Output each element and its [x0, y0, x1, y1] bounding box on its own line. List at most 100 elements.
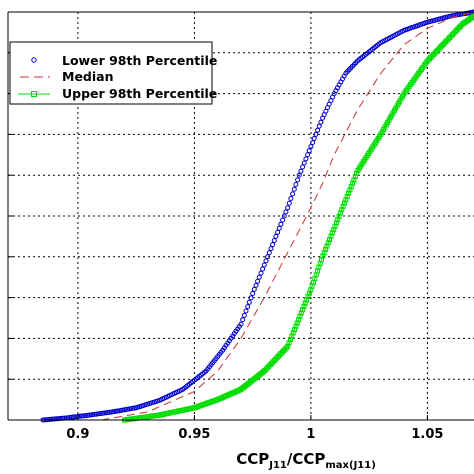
point-2-245 — [452, 29, 458, 35]
point-2-118 — [281, 348, 287, 354]
point-2-152 — [327, 237, 333, 242]
x-tick-label-2: 1 — [306, 427, 315, 442]
point-0-158 — [303, 156, 309, 162]
point-2-167 — [347, 187, 353, 193]
point-2-106 — [265, 365, 270, 371]
point-2-248 — [456, 25, 462, 31]
point-2-234 — [437, 44, 443, 50]
point-0-154 — [296, 172, 302, 178]
point-2-147 — [320, 253, 326, 259]
point-2-125 — [290, 330, 296, 336]
point-2-172 — [354, 170, 360, 176]
point-0-124 — [246, 299, 252, 305]
point-2-134 — [302, 300, 308, 306]
point-0-6 — [50, 416, 56, 422]
point-0-147 — [285, 205, 291, 211]
point-2-122 — [286, 340, 292, 346]
point-2-156 — [332, 223, 338, 229]
point-2-165 — [344, 194, 350, 199]
point-0-137 — [268, 246, 274, 252]
point-0-145 — [281, 213, 287, 219]
axes — [7, 11, 474, 421]
x-tick-label-1: 0.95 — [178, 427, 210, 442]
point-0-148 — [286, 200, 292, 206]
point-2-111 — [271, 358, 277, 363]
point-0-121 — [241, 312, 247, 318]
point-0-120 — [240, 317, 246, 323]
point-2-235 — [439, 43, 445, 49]
point-0-153 — [295, 177, 301, 183]
point-0-162 — [310, 140, 316, 146]
point-0-128 — [253, 282, 259, 288]
point-2-132 — [300, 307, 306, 313]
point-2-149 — [323, 246, 329, 252]
point-2-148 — [321, 250, 327, 256]
legend: Lower 98th Percentile Median Upper 98th … — [9, 41, 217, 105]
point-0-119 — [238, 321, 244, 327]
x-tick-label-0: 0.9 — [66, 427, 89, 442]
point-0-138 — [270, 242, 276, 248]
point-2-238 — [443, 39, 449, 45]
point-2-230 — [432, 50, 438, 56]
point-2-229 — [431, 52, 436, 57]
x-axis-label: CCPJ11/CCPmax(J11) — [236, 450, 376, 471]
point-0-129 — [255, 278, 261, 284]
legend-label-median: Median — [62, 69, 113, 84]
point-2-112 — [273, 356, 279, 362]
point-0-4 — [47, 416, 53, 422]
point-2-246 — [454, 27, 459, 33]
point-0-130 — [256, 274, 262, 280]
point-0-133 — [261, 262, 267, 268]
point-2-169 — [350, 180, 356, 186]
point-0-163 — [311, 136, 317, 141]
point-2-259 — [471, 13, 474, 19]
point-2-113 — [274, 355, 280, 361]
point-0-123 — [245, 304, 251, 310]
point-0-140 — [273, 233, 279, 239]
point-2-123 — [288, 337, 293, 342]
point-0-131 — [258, 270, 264, 276]
series-1 — [101, 11, 474, 421]
point-0-144 — [280, 217, 286, 223]
point-0-142 — [276, 225, 282, 231]
x-tick-label-3: 1.05 — [411, 427, 443, 442]
legend-label-lower: Lower 98th Percentile — [62, 53, 217, 68]
point-0-126 — [250, 291, 256, 296]
point-2-136 — [305, 294, 311, 299]
point-2-237 — [441, 40, 447, 46]
point-2-135 — [304, 297, 310, 303]
point-0-139 — [271, 238, 277, 243]
point-2-104 — [262, 368, 268, 373]
point-2-108 — [267, 362, 273, 368]
point-0-127 — [251, 286, 257, 292]
point-2-150 — [324, 243, 330, 249]
point-0-149 — [288, 196, 294, 201]
point-0-125 — [248, 295, 254, 301]
point-2-258 — [470, 14, 474, 20]
point-2-103 — [261, 369, 266, 375]
point-2-124 — [289, 333, 295, 339]
point-0-132 — [260, 266, 266, 272]
point-0-141 — [275, 229, 281, 235]
point-2-115 — [277, 352, 283, 358]
point-0-161 — [308, 144, 314, 150]
point-2-231 — [433, 49, 439, 55]
point-2-121 — [285, 343, 291, 349]
point-0-155 — [298, 168, 304, 174]
point-2-129 — [296, 317, 302, 323]
point-2-160 — [337, 210, 343, 216]
point-2-155 — [331, 227, 337, 233]
point-2-162 — [340, 203, 346, 209]
point-2-158 — [335, 217, 341, 223]
legend-item-median: Median — [20, 69, 113, 84]
point-2-163 — [342, 200, 347, 206]
point-0-159 — [305, 152, 311, 158]
series-line-1 — [101, 11, 474, 421]
legend-marker-lower — [31, 57, 37, 63]
point-0-166 — [316, 123, 322, 129]
point-2-236 — [440, 42, 446, 48]
point-2-168 — [348, 184, 354, 190]
point-2-107 — [266, 363, 272, 369]
point-2-241 — [447, 35, 453, 40]
